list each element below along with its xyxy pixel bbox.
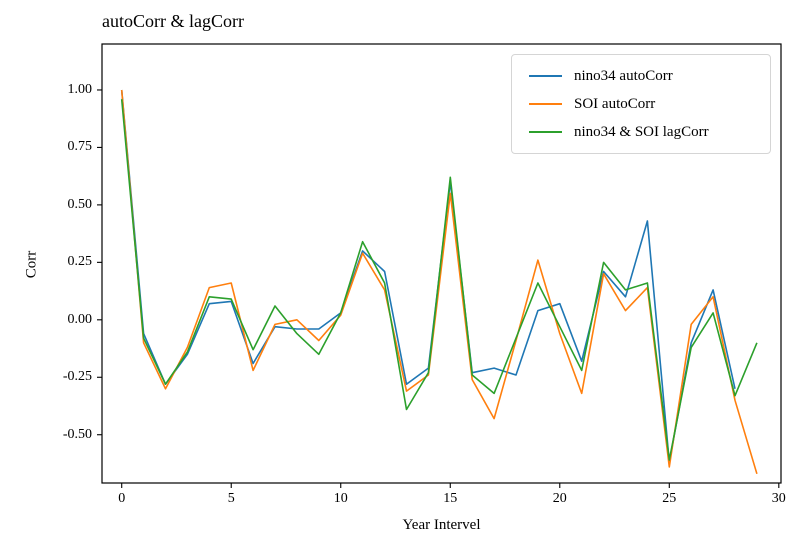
- legend-line-swatch: [529, 75, 562, 77]
- x-tick-label: 0: [118, 491, 126, 506]
- legend-label: SOI autoCorr: [574, 95, 656, 112]
- x-tick-label: 30: [771, 491, 786, 506]
- x-tick-label: 20: [552, 491, 567, 506]
- x-tick-label: 25: [662, 491, 677, 506]
- y-tick-label: 0.50: [67, 196, 93, 212]
- y-tick-label: 0.00: [67, 311, 93, 327]
- y-tick-label: 0.25: [67, 254, 93, 270]
- legend-row: nino34 & SOI lagCorr: [521, 118, 760, 146]
- x-tick-label: 5: [227, 491, 235, 506]
- y-tick-label: 0.75: [67, 139, 93, 155]
- chart-title: autoCorr & lagCorr: [102, 11, 244, 31]
- legend-line-swatch: [529, 103, 562, 105]
- legend-row: SOI autoCorr: [521, 90, 760, 118]
- series-line-2: [120, 99, 758, 461]
- legend-label: nino34 & SOI lagCorr: [574, 123, 709, 140]
- plot-frame: [101, 43, 782, 484]
- y-axis-label: Corr: [23, 250, 40, 279]
- y-tick-label: -0.25: [62, 369, 92, 385]
- y-tick-label: -0.50: [62, 426, 92, 442]
- y-tick-label: 1.00: [67, 81, 93, 97]
- x-tick-label: 10: [333, 491, 348, 506]
- legend: nino34 autoCorr SOI autoCorr nino34 & SOI …: [511, 54, 771, 154]
- x-axis-label: Year Intervel: [402, 517, 481, 533]
- legend-line-swatch: [529, 131, 562, 133]
- legend-label: nino34 autoCorr: [574, 67, 673, 84]
- x-tick-label: 15: [443, 491, 458, 506]
- legend-row: nino34 autoCorr: [521, 62, 760, 90]
